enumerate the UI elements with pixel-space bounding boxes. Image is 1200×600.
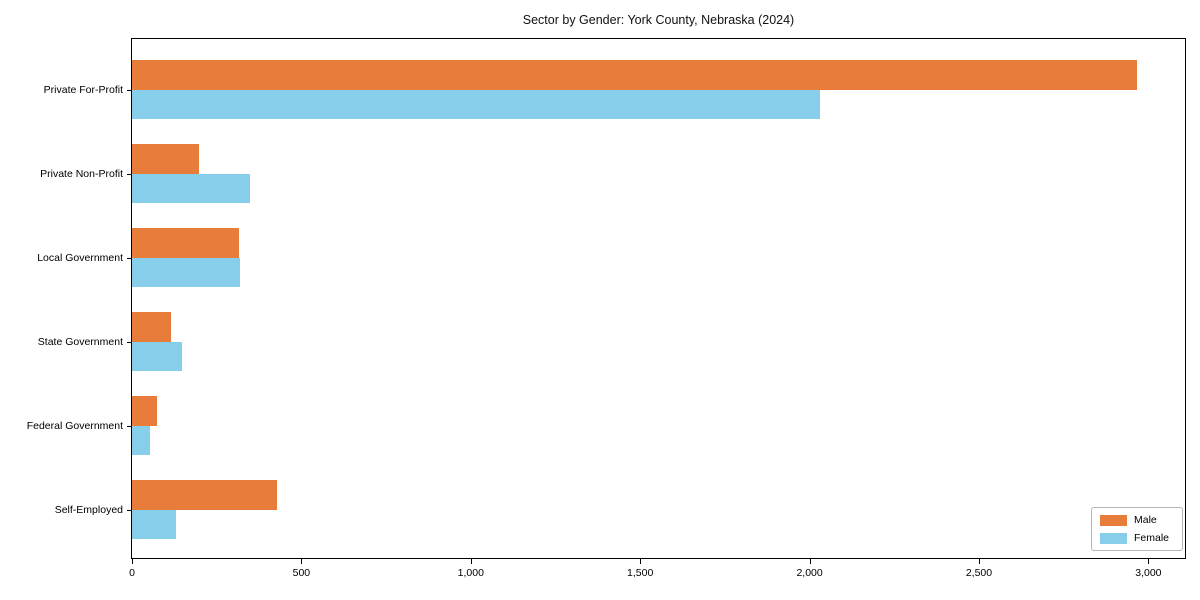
plot-area: Private For-Profit Private Non-Profit Loca… [27, 38, 1186, 579]
x-tick [132, 559, 133, 564]
bar-male-1 [132, 60, 1137, 90]
y-tick [127, 341, 132, 343]
x-tick [640, 559, 642, 564]
x-tick-label: 2,500 [965, 567, 993, 579]
x-tick [978, 559, 980, 564]
male-swatch [1100, 514, 1127, 526]
y-tick-label: Private For-Profit [43, 83, 123, 96]
bar-female-3 [132, 257, 241, 287]
x-tick-label: 0 [129, 567, 135, 579]
legend-label-female: Female [1134, 532, 1170, 544]
bar-male-2 [132, 144, 200, 174]
x-tick-label: 1,000 [457, 567, 484, 579]
chart-title: Sector by Gender: York County, Nebraska … [522, 13, 795, 27]
x-tick-label: 1,500 [627, 567, 654, 579]
bar-female-2 [132, 173, 250, 203]
y-tick [127, 89, 132, 91]
x-tick [301, 559, 303, 564]
y-tick [127, 173, 132, 175]
legend: Male Female [1091, 507, 1183, 551]
x-tick-label: 2,000 [796, 567, 823, 579]
y-tick-label: Federal Government [26, 419, 123, 432]
bar-male-6 [132, 480, 277, 510]
x-tick-label: 500 [292, 567, 311, 579]
y-tick-label: Local Government [37, 251, 123, 264]
bar-female-1 [132, 89, 820, 119]
bar-female-5 [132, 425, 150, 455]
legend-entry-male: Male [1100, 513, 1174, 527]
y-tick [127, 509, 132, 511]
bar-female-4 [132, 341, 183, 371]
bar-male-5 [132, 396, 158, 426]
y-tick [127, 425, 132, 427]
x-tick [470, 559, 472, 564]
y-tick-label: Private Non-Profit [40, 167, 123, 180]
y-tick-label: State Government [37, 335, 123, 348]
x-tick-label: 3,000 [1135, 567, 1162, 579]
bar-male-4 [132, 312, 171, 342]
x-tick [1148, 559, 1150, 564]
x-tick [809, 559, 811, 564]
legend-label-male: Male [1134, 514, 1157, 526]
bar-female-6 [132, 509, 177, 539]
y-tick [127, 257, 132, 259]
female-swatch [1100, 532, 1127, 544]
y-tick-label: Self-Employed [54, 503, 123, 516]
legend-entry-female: Female [1100, 531, 1174, 545]
bar-male-3 [132, 228, 239, 258]
